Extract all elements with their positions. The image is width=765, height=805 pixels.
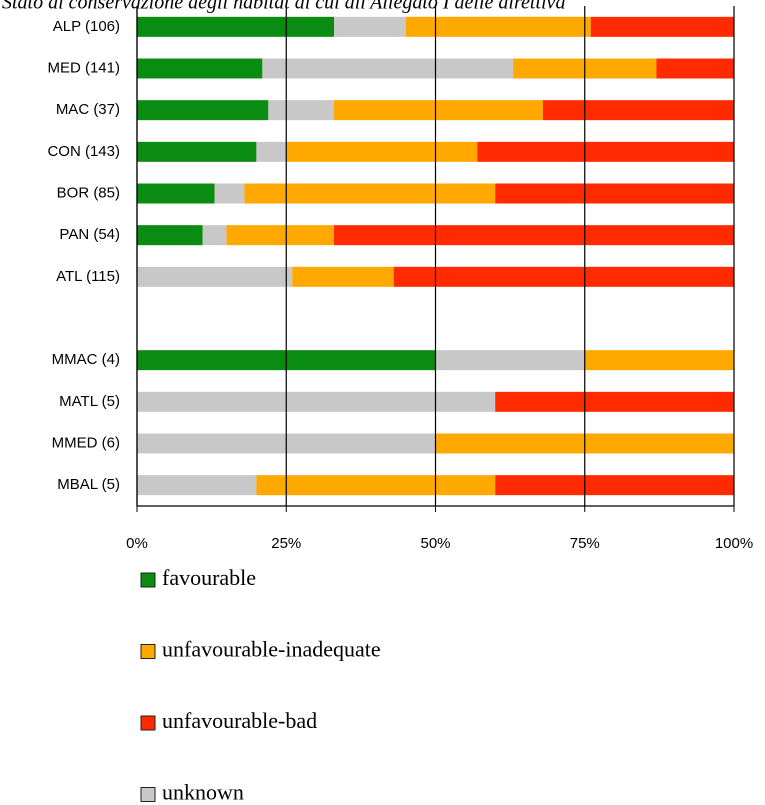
bar-segment [137,58,263,79]
bar-segment [495,391,734,412]
y-tick-label: MBAL (5) [57,476,120,493]
legend-swatch [140,787,156,802]
y-tick-label: ATL (115) [56,268,120,285]
x-tick-label: 25% [271,535,301,552]
bar-segment [137,16,335,37]
y-tick-label: ALP (106) [53,18,120,35]
bar-segment [256,141,287,162]
bar-segment [334,100,543,121]
bar-segment [137,475,257,496]
bar-segment [590,16,734,37]
bar-segment [542,100,734,121]
bar-segment [137,266,293,287]
y-tick-label: CON (143) [47,143,120,160]
y-tick-label: BOR (85) [57,184,120,201]
bar-segment [435,350,585,371]
bar-segment [137,391,496,412]
bar-segment [495,475,734,496]
bar-segment [405,16,591,37]
y-tick-label: MED (141) [47,59,120,76]
y-tick-label: MAC (37) [56,101,120,118]
bar-segment [137,183,215,204]
bar-segment [137,100,269,121]
bar-segment [244,183,496,204]
x-tick-label: 50% [420,535,450,552]
bar-segment [137,225,203,246]
x-tick-label: 100% [715,535,753,552]
bar-segment [393,266,734,287]
bar-segment [292,266,394,287]
bar-segment [202,225,227,246]
bar-segment [226,225,335,246]
y-tick-label: MMED (6) [52,434,120,451]
x-tick-label: 0% [126,535,148,552]
y-tick-label: MATL (5) [59,393,120,410]
legend-label: unknown [162,780,244,805]
bar-segment [137,141,257,162]
bar-segment [268,100,335,121]
bar-segment [334,225,734,246]
legend-label: unfavourable-inadequate [162,637,381,662]
x-tick-label: 75% [570,535,600,552]
bar-segment [334,16,406,37]
legend-label: favourable [162,565,256,590]
y-tick-label: PAN (54) [59,226,120,243]
bar-segment [656,58,734,79]
bar-segment [256,475,496,496]
bar-segment [286,141,478,162]
bar-segment [214,183,245,204]
bar-segment [262,58,514,79]
legend-swatch [140,572,156,588]
chart-title: Stato di conservazione degli habitat di … [2,0,565,14]
legend-swatch [140,644,156,659]
bar-segment [495,183,734,204]
y-tick-label: MMAC (4) [52,351,120,368]
bar-segment [584,350,734,371]
legend-swatch [140,715,156,731]
bar-segment [477,141,734,162]
legend-label: unfavourable-bad [162,708,317,733]
